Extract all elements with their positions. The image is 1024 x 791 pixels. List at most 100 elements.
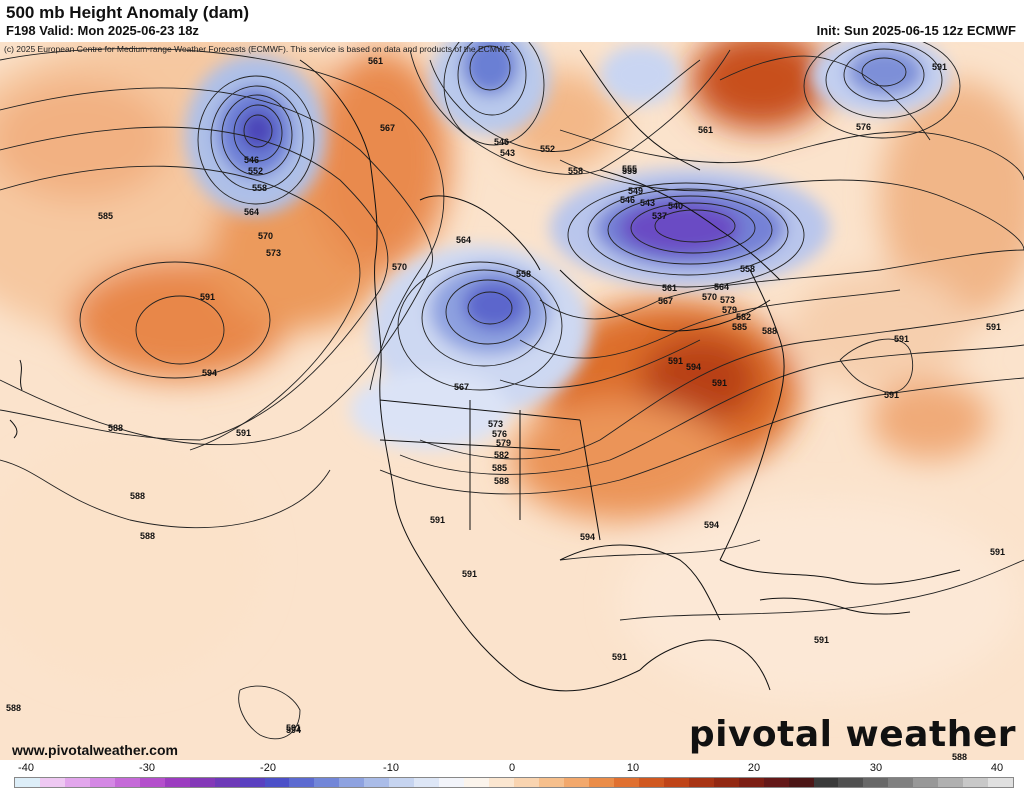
colorbar-swatch [838,778,864,787]
contour-label: 567 [658,296,673,306]
contour-label: 594 [704,520,719,530]
contour-label: 579 [722,305,737,315]
colorbar-tick: -40 [18,762,34,774]
valid-time: F198 Valid: Mon 2025-06-23 18z [6,23,199,38]
contour-label: 579 [496,438,511,448]
contour-label: 591 [236,428,251,438]
contour-label: 546 [494,137,509,147]
contour-label: 588 [762,326,777,336]
colorbar-tick: -20 [260,762,276,774]
negative-anomaly-shading [185,42,950,450]
contour-label: 573 [488,419,503,429]
contour-label: 594 [202,368,217,378]
contour-label: 564 [714,282,729,292]
contour-label: 588 [140,531,155,541]
colorbar-swatch [239,778,265,787]
contour-label: 543 [500,148,515,158]
contour-label: 594 [580,532,595,542]
header-bar: 500 mb Height Anomaly (dam) F198 Valid: … [0,0,1024,44]
colorbar-swatch [563,778,589,787]
anomaly-shading [0,42,1024,700]
colorbar-tick: 30 [869,762,883,774]
contour-label: 576 [492,429,507,439]
colorbar-swatch [414,778,440,787]
colorbar-swatch [938,778,964,787]
contour-label: 561 [698,125,713,135]
contour-label: 552 [540,144,555,154]
colorbar-swatch [489,778,515,787]
contour-label: 591 [200,292,215,302]
colorbar-swatch [788,778,814,787]
contour-label: 585 [98,211,113,221]
contour-label: 543 [640,198,655,208]
contour-label: 594 [686,362,701,372]
contour-label: 573 [266,248,281,258]
contour-label: 594 [286,725,301,735]
colorbar-swatch [64,778,90,787]
colorbar-swatch [813,778,839,787]
ecmwf-credit: (c) 2025 European Centre for Medium-rang… [4,44,512,54]
colorbar-swatch [389,778,415,787]
init-time: Init: Sun 2025-06-15 12z ECMWF [816,23,1016,38]
contour-label: 582 [736,312,751,322]
colorbar-swatch [364,778,390,787]
contour-label: 537 [652,211,667,221]
colorbar-swatch [514,778,540,787]
contour-label: 591 [814,635,829,645]
colorbar: -40 -30 -20 -10 0 10 20 30 40 [14,762,1014,791]
colorbar-tick: 20 [747,762,761,774]
contour-label: 588 [952,752,967,760]
contour-label: 570 [392,262,407,272]
contour-label: 585 [732,322,747,332]
contour-label: 564 [244,207,259,217]
colorbar-ticks: -40 -30 -20 -10 0 10 20 30 40 [14,762,1014,776]
colorbar-swatch [164,778,190,787]
geographic-outlines [9,49,961,692]
contour-label: 540 [668,201,683,211]
colorbar-tick: 0 [508,762,516,774]
colorbar-swatch [439,778,465,787]
contour-label: 555 [622,164,637,174]
contour-label: 591 [932,62,947,72]
contour-labels: 561 546 552 558 567 564 570 573 585 594 … [6,56,1005,760]
contour-label: 585 [492,463,507,473]
colorbar-swatch [663,778,689,787]
contour-label: 588 [108,423,123,433]
colorbar-swatch [713,778,739,787]
anomaly-map: 561 546 552 558 567 564 570 573 585 594 … [0,42,1024,760]
contour-label: 567 [454,382,469,392]
height-contours [0,42,1024,740]
colorbar-tick: 40 [990,762,1004,774]
contour-label: 561 [662,283,677,293]
colorbar-swatch [214,778,240,787]
contour-label: 564 [456,235,471,245]
colorbar-swatch [688,778,714,787]
contour-label: 591 [712,378,727,388]
colorbar-tick: -30 [139,762,155,774]
colorbar-strip [14,777,1014,788]
contour-label: 549 [628,186,643,196]
contour-label: 588 [494,476,509,486]
contour-label: 591 [990,547,1005,557]
colorbar-swatch [114,778,140,787]
contour-label: 558 [568,166,583,176]
colorbar-swatch [763,778,789,787]
contour-label: 582 [494,450,509,460]
website-url: www.pivotalweather.com [12,742,178,758]
colorbar-tick: 10 [626,762,640,774]
contour-label: 558 [252,183,267,193]
pivotal-weather-logo: pivotal weather [688,714,1016,755]
contour-label: 591 [612,652,627,662]
colorbar-swatch [464,778,490,787]
contour-label: 567 [380,123,395,133]
colorbar-swatch [264,778,290,787]
contour-label: 546 [244,155,259,165]
contour-label: 591 [668,356,683,366]
colorbar-swatch [339,778,365,787]
map-canvas: 561 546 552 558 567 564 570 573 585 594 … [0,42,1024,760]
contour-label: 591 [894,334,909,344]
colorbar-swatch [963,778,989,787]
contour-label: 588 [6,703,21,713]
colorbar-swatch [314,778,340,787]
colorbar-swatch [588,778,614,787]
